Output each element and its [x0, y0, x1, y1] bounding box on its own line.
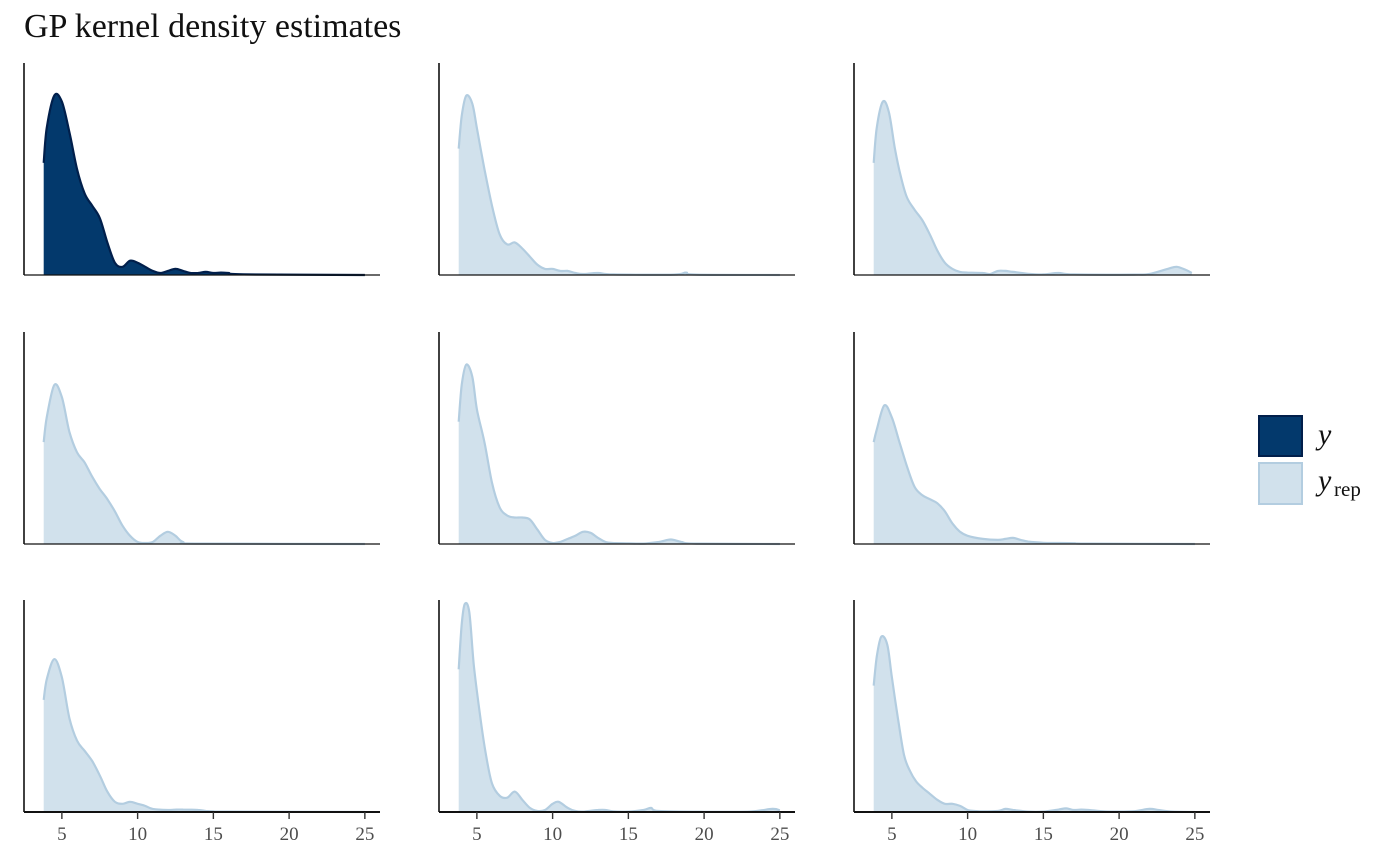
x-tick-label: 15	[1034, 824, 1053, 845]
density-area-yrep	[873, 405, 1195, 544]
panel-7: 5 10 15 20 25	[23, 600, 380, 845]
density-line-yrep	[457, 363, 780, 546]
density-area-y	[43, 93, 365, 275]
x-tick-label: 25	[355, 824, 374, 845]
legend: y y rep	[1258, 415, 1361, 505]
density-line-yrep	[42, 383, 365, 546]
page-title: GP kernel density estimates	[24, 8, 402, 45]
density-area-yrep	[873, 100, 1192, 275]
x-tick-label: 20	[1110, 824, 1129, 845]
density-area-yrep	[458, 364, 780, 544]
density-area-yrep	[43, 384, 365, 544]
density-line-yrep	[872, 403, 1195, 546]
x-tick-label: 5	[57, 824, 67, 845]
density-line-yrep	[42, 658, 365, 814]
panel-2	[438, 63, 795, 277]
legend-key-yrep	[1258, 462, 1303, 505]
density-area-yrep	[458, 602, 780, 812]
panels-layer: 5 10 15 20 25 5 10 15 20 25 5 10 15 20 25	[23, 63, 1210, 845]
x-tick-label: 10	[543, 824, 562, 845]
x-tick-label: 20	[280, 824, 299, 845]
x-tick-label: 5	[887, 824, 897, 845]
x-tick-label: 25	[770, 824, 789, 845]
panel-9: 5 10 15 20 25	[853, 600, 1210, 845]
density-line-y	[42, 92, 365, 277]
legend-key-y	[1258, 415, 1303, 457]
density-line-yrep	[872, 635, 1195, 814]
panel-6	[853, 332, 1210, 546]
density-line-yrep	[457, 601, 781, 813]
density-area-yrep	[458, 95, 780, 275]
legend-label-y: y	[1315, 418, 1332, 451]
density-area-yrep	[43, 659, 365, 812]
panel-4	[23, 332, 380, 546]
panel-8: 5 10 15 20 25	[438, 600, 795, 845]
panel-5	[438, 332, 795, 546]
legend-label-yrep: y	[1315, 464, 1332, 497]
panel-3	[853, 63, 1210, 276]
x-tick-label: 5	[472, 824, 482, 845]
x-tick-label: 10	[128, 824, 147, 845]
x-tick-label: 25	[1185, 824, 1204, 845]
panel-1	[23, 63, 380, 277]
x-tick-label: 20	[695, 824, 714, 845]
x-tick-label: 15	[204, 824, 223, 845]
x-tick-label: 15	[619, 824, 638, 845]
x-tick-label: 10	[958, 824, 977, 845]
legend-label-yrep-subscript: rep	[1334, 477, 1361, 501]
density-area-yrep	[873, 636, 1195, 812]
